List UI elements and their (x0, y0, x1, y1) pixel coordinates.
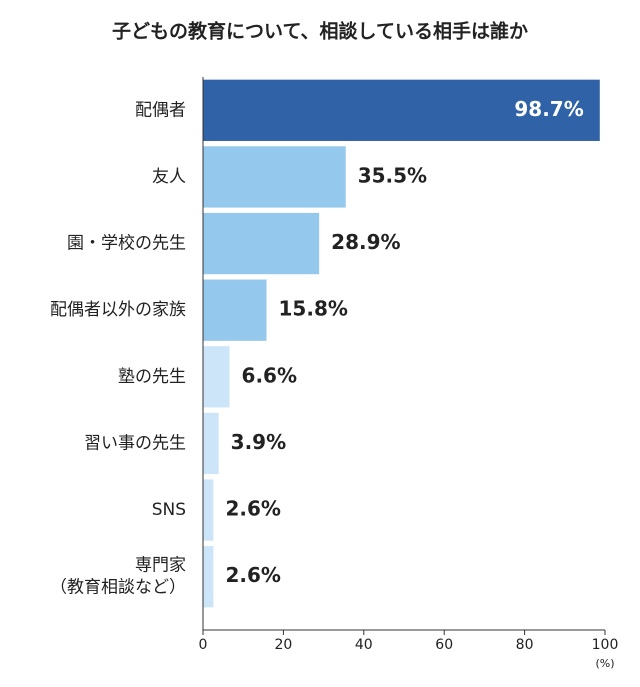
x-unit: (%) (595, 657, 614, 670)
x-tick-label: 0 (199, 637, 208, 653)
y-tick-label: 習い事の先生 (84, 433, 186, 453)
y-tick-label: 友人 (152, 167, 186, 187)
value-label: 6.6% (242, 363, 297, 387)
y-tick-label: 塾の先生 (118, 366, 186, 387)
y-tick-label: SNS (152, 500, 186, 520)
bar (203, 212, 320, 275)
bar (203, 146, 346, 208)
y-tick-label: 専門家（教育相談など） (50, 556, 186, 598)
y-tick-label: 配偶者 (135, 100, 186, 120)
y-tick-label: 配偶者以外の家族 (50, 300, 186, 320)
value-label: 35.5% (358, 163, 427, 187)
bar (203, 546, 214, 608)
bar (203, 346, 230, 408)
chart-title: 子どもの教育について、相談している相手は誰か (112, 20, 528, 43)
x-tick-label: 100 (592, 637, 619, 653)
value-label: 28.9% (331, 230, 400, 254)
y-tick-label: 園・学校の先生 (67, 234, 186, 254)
bar (203, 79, 600, 141)
bar (203, 279, 267, 341)
x-tick-label: 40 (355, 637, 373, 653)
x-tick-label: 80 (516, 637, 534, 653)
value-label: 15.8% (279, 297, 348, 321)
value-label: 2.6% (225, 497, 280, 521)
x-tick-label: 20 (274, 637, 292, 653)
value-label: 2.6% (225, 563, 280, 587)
x-tick-label: 60 (435, 637, 453, 653)
label-line: （教育相談など） (50, 578, 186, 598)
bar (203, 479, 214, 541)
value-label: 98.7% (514, 97, 583, 121)
value-label: 3.9% (231, 430, 286, 454)
bar (203, 412, 219, 475)
label-line: 専門家 (135, 556, 186, 576)
